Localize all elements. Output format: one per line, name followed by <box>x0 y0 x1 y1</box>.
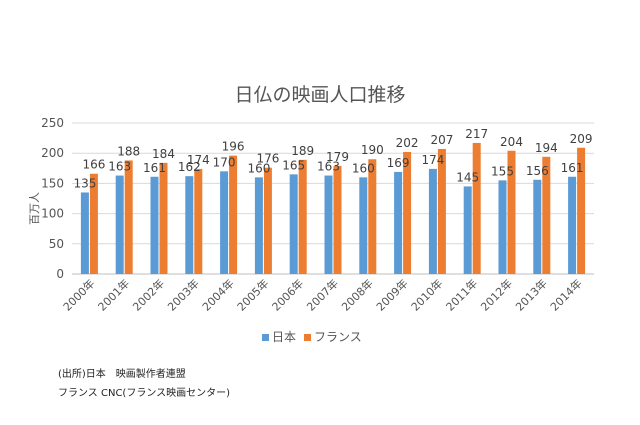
y-tick-label: 150 <box>41 176 64 190</box>
bar-japan-2007年 <box>324 175 333 274</box>
x-tick-label: 2006年 <box>269 276 306 313</box>
y-axis-ticks: 0 50 100 150 200 250 <box>41 116 64 281</box>
data-label-japan: 160 <box>352 161 375 175</box>
data-label-france: 179 <box>326 150 349 164</box>
legend-swatch-japan <box>262 334 269 341</box>
data-label-france: 196 <box>222 140 245 154</box>
bar-japan-2006年 <box>289 174 298 274</box>
data-label-france: 174 <box>187 153 210 167</box>
data-label-france: 204 <box>500 135 523 149</box>
data-label-japan: 174 <box>421 153 444 167</box>
bar-japan-2012年 <box>498 180 507 274</box>
legend-label-japan: 日本 <box>272 330 296 344</box>
bar-france-2009年 <box>403 151 412 274</box>
x-tick-label: 2005年 <box>234 276 271 313</box>
bar-france-2008年 <box>368 159 377 274</box>
data-label-japan: 161 <box>143 161 166 175</box>
bar-france-2014年 <box>577 147 586 274</box>
bar-france-2011年 <box>472 142 481 274</box>
bar-japan-2010年 <box>428 168 437 274</box>
x-tick-label: 2013年 <box>512 276 549 313</box>
bar-japan-2000年 <box>80 192 89 274</box>
legend-swatch-france <box>304 334 311 341</box>
data-label-japan: 162 <box>178 160 201 174</box>
data-label-japan: 156 <box>526 164 549 178</box>
chart-title: 日仏の映画人口推移 <box>234 84 405 106</box>
y-tick-label: 100 <box>41 207 64 221</box>
x-tick-label: 2009年 <box>373 276 410 313</box>
y-axis-label: 百万人 <box>28 192 41 225</box>
data-label-france: 217 <box>465 127 488 141</box>
bar-france-2012年 <box>507 150 516 274</box>
y-tick-label: 250 <box>41 116 64 130</box>
bars <box>80 142 586 274</box>
data-labels: 135 163 161 162 170 160 165 163 160 169 174 145 155 1… <box>73 127 592 191</box>
bar-france-2007年 <box>333 165 342 274</box>
bar-france-2004年 <box>229 155 238 274</box>
x-tick-label: 2001年 <box>95 276 132 313</box>
x-tick-label: 2002年 <box>130 276 167 313</box>
bar-france-2005年 <box>263 167 272 274</box>
bar-france-2002年 <box>159 162 168 274</box>
data-label-france: 202 <box>396 136 419 150</box>
data-label-france: 166 <box>82 158 105 172</box>
x-tick-label: 2000年 <box>60 276 97 313</box>
bar-japan-2005年 <box>254 177 263 274</box>
data-label-japan: 160 <box>247 161 270 175</box>
gridlines <box>72 122 594 275</box>
bar-france-2010年 <box>437 148 446 274</box>
bar-france-2013年 <box>542 156 551 274</box>
source-note-france: フランス CNC(フランス映画センター) <box>58 388 231 399</box>
x-tick-label: 2008年 <box>338 276 375 313</box>
bar-japan-2011年 <box>463 186 472 274</box>
x-tick-label: 2010年 <box>408 276 445 313</box>
x-tick-label: 2012年 <box>478 276 515 313</box>
data-label-japan: 169 <box>387 156 410 170</box>
data-label-japan: 163 <box>108 160 131 174</box>
x-tick-label: 2011年 <box>443 276 480 313</box>
x-tick-label: 2014年 <box>547 276 584 313</box>
bar-france-2000年 <box>89 173 98 274</box>
data-label-japan: 161 <box>561 161 584 175</box>
bar-japan-2009年 <box>394 171 403 274</box>
y-tick-label: 50 <box>49 237 64 251</box>
data-label-france: 176 <box>256 152 279 166</box>
data-label-france: 190 <box>361 143 384 157</box>
source-note-japan: (出所)日本 映画製作者連盟 <box>58 369 186 380</box>
data-label-japan: 170 <box>213 155 236 169</box>
bar-france-2006年 <box>298 159 307 274</box>
x-axis-ticks: 2000年2001年2002年2003年2004年2005年2006年2007年… <box>60 276 585 313</box>
bar-japan-2004年 <box>220 171 229 274</box>
data-label-france: 189 <box>291 144 314 158</box>
bar-japan-2014年 <box>568 176 577 274</box>
data-label-france: 184 <box>152 147 175 161</box>
bar-japan-2008年 <box>359 177 368 274</box>
data-label-france: 194 <box>535 141 558 155</box>
data-label-france: 209 <box>570 132 593 146</box>
bar-japan-2013年 <box>533 179 542 274</box>
data-label-japan: 145 <box>456 170 479 184</box>
bar-japan-2002年 <box>150 176 159 274</box>
bar-japan-2003年 <box>185 176 194 274</box>
data-label-france: 188 <box>117 144 140 158</box>
data-label-japan: 135 <box>73 176 96 190</box>
bar-france-2001年 <box>124 160 133 274</box>
legend: 日本 フランス <box>262 330 362 344</box>
bar-france-2003年 <box>194 168 203 274</box>
data-label-japan: 163 <box>317 160 340 174</box>
data-label-japan: 165 <box>282 158 305 172</box>
legend-label-france: フランス <box>314 330 362 344</box>
x-tick-label: 2007年 <box>304 276 341 313</box>
data-label-france: 207 <box>430 133 453 147</box>
x-tick-label: 2003年 <box>164 276 201 313</box>
y-tick-label: 0 <box>56 267 64 281</box>
bar-japan-2001年 <box>115 175 124 274</box>
y-tick-label: 200 <box>41 146 64 160</box>
x-tick-label: 2004年 <box>199 276 236 313</box>
data-label-japan: 155 <box>491 164 514 178</box>
